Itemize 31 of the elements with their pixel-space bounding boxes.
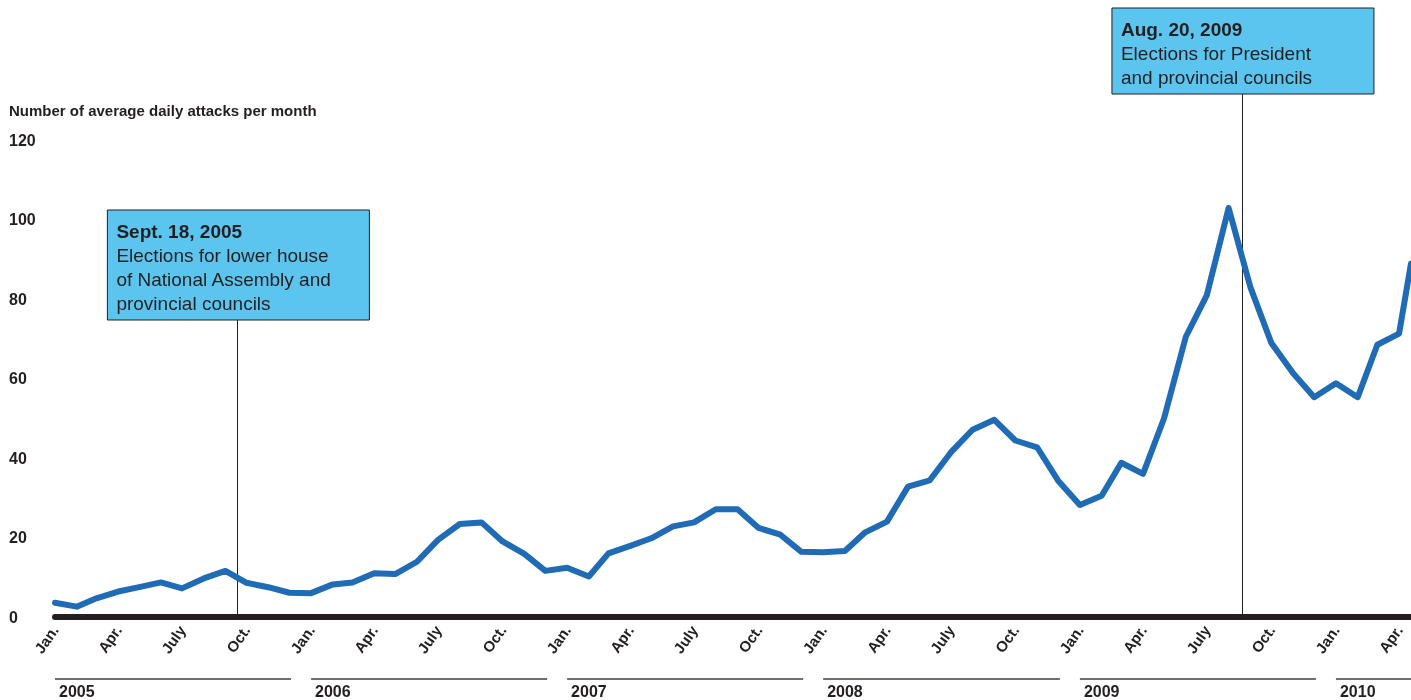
y-tick-label: 60 [9,370,27,387]
ref-line-label: Aug. 20, 2009 Elections for President and provincial councils [1120,18,1313,88]
x-tick-label: Jan. [286,622,319,657]
text: 2005 [59,682,95,700]
text: 2010 [1339,682,1376,700]
y-axis-title: Number of average daily attacks per month [9,102,317,119]
x-tick-label: Apr. [1119,622,1150,656]
x-tick-label: Jan. [542,622,575,657]
y-tick-label: 20 [9,529,27,546]
ref-line-label: Sept. 18, 2005 Elections for lower house of National Assembly and provincial councils [116,220,331,314]
x-tick-label: Oct. [478,622,510,656]
text: 2009 [1083,682,1120,700]
x-tick-label: Jan. [1311,622,1343,657]
text: 2007 [571,682,607,700]
y-tick-label: 120 [9,131,36,149]
x-tick-label: Oct. [734,622,766,656]
x-tick-label: Oct. [222,622,254,656]
x-tick-label: Oct. [1247,622,1279,656]
text: 2006 [315,682,351,700]
y-tick-label: 40 [9,449,27,467]
text: 2008 [827,682,863,700]
x-tick-label: Apr. [863,622,894,656]
x-tick-label: Apr. [1375,622,1407,656]
y-tick-label: 80 [9,290,27,308]
x-tick-label: Jan. [798,622,831,657]
x-tick-label: Jan. [1055,622,1087,657]
x-tick-label: Oct. [991,622,1023,656]
y-tick-label: 100 [9,211,36,228]
x-tick-label: Jan. [30,622,62,657]
y-tick-label: 0 [9,608,18,626]
x-tick-label: Apr. [94,622,126,656]
